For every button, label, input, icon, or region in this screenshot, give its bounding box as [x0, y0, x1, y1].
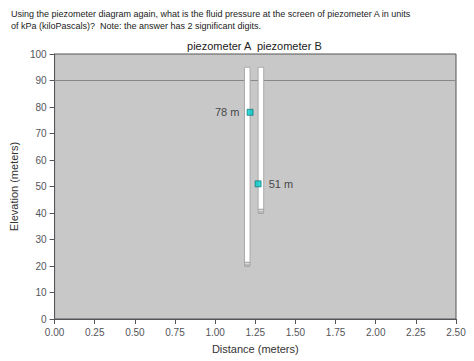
svg-text:Distance (meters): Distance (meters) [212, 343, 299, 355]
svg-text:78 m: 78 m [215, 106, 239, 118]
svg-text:1.75: 1.75 [326, 327, 346, 338]
svg-text:100: 100 [30, 49, 47, 60]
svg-text:2.50: 2.50 [446, 327, 466, 338]
svg-text:70: 70 [35, 128, 47, 139]
svg-text:51 m: 51 m [269, 178, 293, 190]
svg-text:1.25: 1.25 [246, 327, 266, 338]
svg-text:0.00: 0.00 [45, 327, 65, 338]
svg-text:0.75: 0.75 [165, 327, 185, 338]
svg-text:of kPa (kiloPascals)? Note: t: of kPa (kiloPascals)? Note: the answer h… [11, 21, 261, 31]
svg-text:30: 30 [35, 234, 47, 245]
svg-text:40: 40 [35, 208, 47, 219]
svg-text:1.00: 1.00 [205, 327, 225, 338]
svg-text:piezometer A: piezometer A [187, 40, 252, 52]
svg-text:10: 10 [35, 287, 47, 298]
svg-text:50: 50 [35, 181, 47, 192]
svg-text:0: 0 [41, 314, 47, 325]
svg-text:20: 20 [35, 261, 47, 272]
svg-text:piezometer B: piezometer B [257, 40, 322, 52]
svg-text:1.50: 1.50 [286, 327, 306, 338]
svg-text:60: 60 [35, 155, 47, 166]
svg-text:2.00: 2.00 [366, 327, 386, 338]
svg-text:0.25: 0.25 [85, 327, 105, 338]
svg-text:2.25: 2.25 [406, 327, 426, 338]
svg-text:Using the piezometer diagram a: Using the piezometer diagram again, what… [11, 9, 411, 19]
svg-text:0.50: 0.50 [125, 327, 145, 338]
svg-text:Elevation (meters): Elevation (meters) [8, 142, 20, 231]
svg-text:80: 80 [35, 102, 47, 113]
svg-text:90: 90 [35, 75, 47, 86]
